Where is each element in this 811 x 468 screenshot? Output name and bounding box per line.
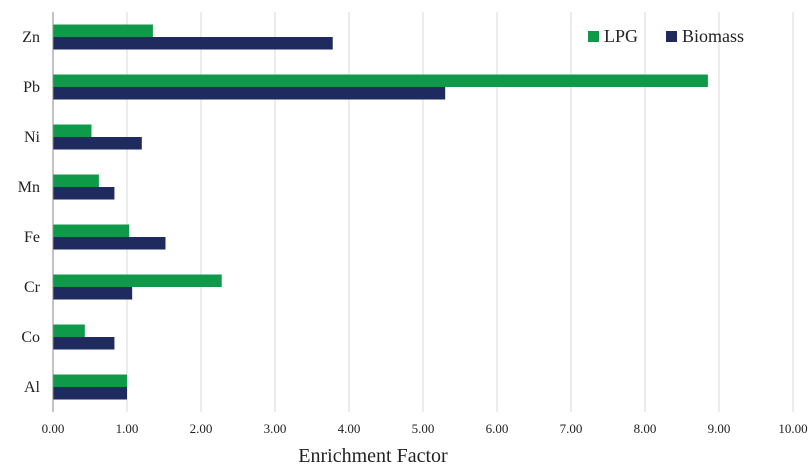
bar-lpg-ni <box>53 124 92 137</box>
category-label: Pb <box>23 79 40 96</box>
category-label: Fe <box>24 229 40 246</box>
x-tick-labels: 0.00 1.00 2.00 3.00 4.00 5.00 6.00 7.00 8.00 9.00… <box>42 421 808 436</box>
legend-label-biomass: Biomass <box>682 26 744 46</box>
bars <box>53 24 708 400</box>
category-label: Mn <box>18 179 40 196</box>
bar-lpg-mn <box>53 174 99 187</box>
legend-label-lpg: LPG <box>604 26 638 46</box>
bar-biomass-zn <box>53 37 333 50</box>
bar-lpg-pb <box>53 74 708 87</box>
x-tick-label: 10.00 <box>778 421 807 436</box>
bar-biomass-mn <box>53 187 115 200</box>
category-label: Cr <box>24 279 41 296</box>
bar-biomass-al <box>53 387 127 400</box>
x-tick-label: 0.00 <box>42 421 65 436</box>
bar-lpg-zn <box>53 24 153 37</box>
x-tick-label: 1.00 <box>116 421 139 436</box>
gridlines <box>126 12 794 412</box>
legend-swatch-lpg <box>588 31 599 42</box>
bar-biomass-co <box>53 337 115 350</box>
bar-biomass-fe <box>53 237 166 250</box>
bar-lpg-fe <box>53 224 130 237</box>
bar-lpg-cr <box>53 274 222 287</box>
category-label: Al <box>24 379 41 396</box>
category-label: Ni <box>24 129 41 146</box>
bar-biomass-ni <box>53 137 142 150</box>
bar-lpg-al <box>53 374 127 387</box>
legend-swatch-biomass <box>666 31 677 42</box>
legend: LPG Biomass <box>588 26 744 46</box>
x-tick-label: 3.00 <box>264 421 287 436</box>
x-tick-label: 8.00 <box>634 421 657 436</box>
x-tick-label: 7.00 <box>560 421 583 436</box>
x-axis-title: Enrichment Factor <box>298 445 448 467</box>
bar-lpg-co <box>53 324 85 337</box>
category-labels: Zn Pb Ni Mn Fe Cr Co Al <box>18 29 41 396</box>
bar-biomass-cr <box>53 287 133 300</box>
x-tick-label: 5.00 <box>412 421 435 436</box>
x-tick-label: 9.00 <box>708 421 731 436</box>
x-tick-label: 4.00 <box>338 421 361 436</box>
category-label: Co <box>21 329 40 346</box>
category-label: Zn <box>22 29 40 46</box>
x-tick-label: 2.00 <box>190 421 213 436</box>
x-tick-label: 6.00 <box>486 421 509 436</box>
bar-biomass-pb <box>53 87 446 100</box>
